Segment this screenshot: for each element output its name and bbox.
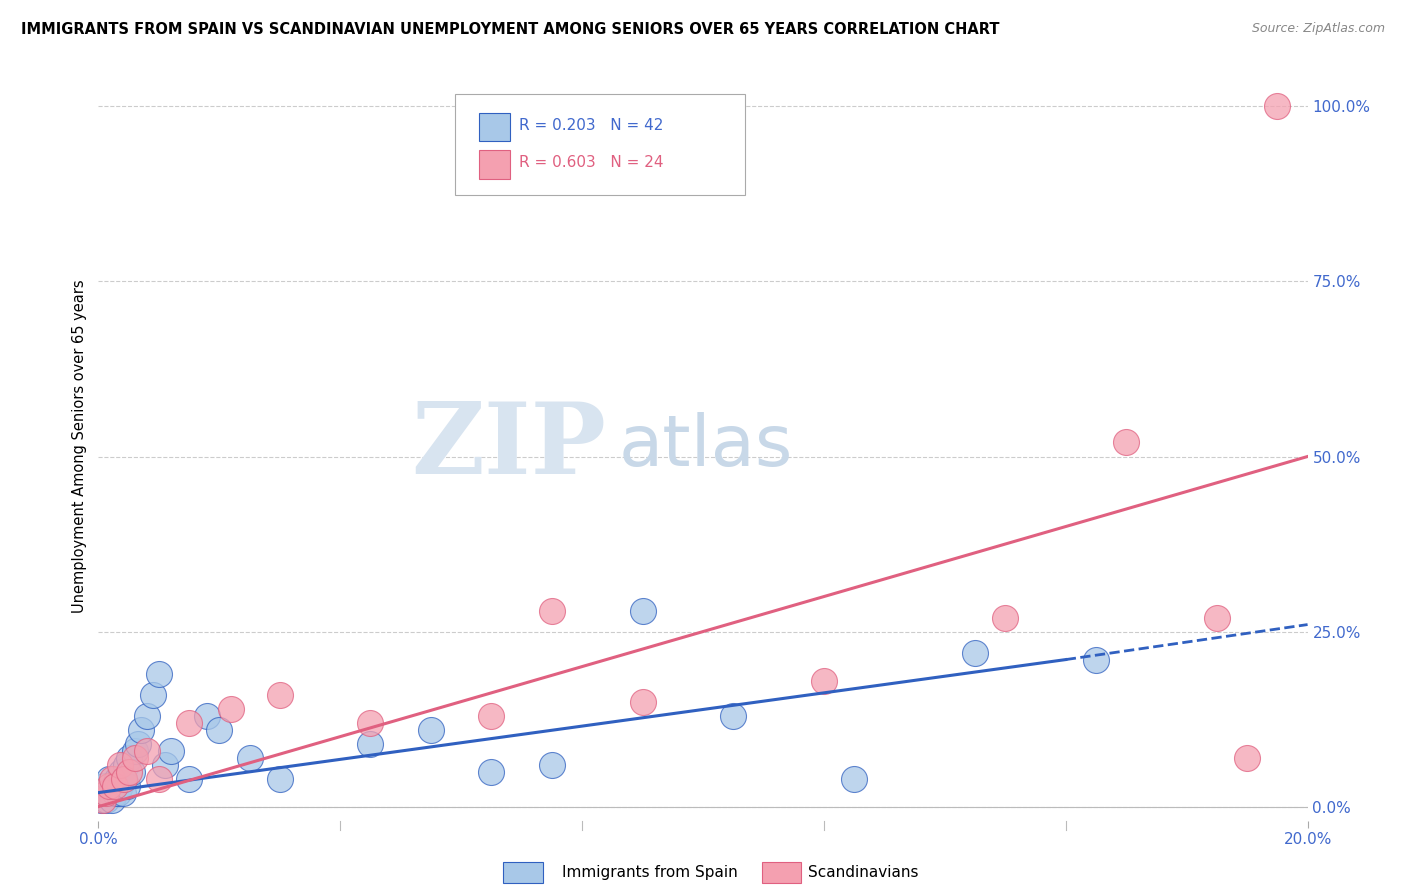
Point (360, 715, 382, 730)
Point (420, 723, 443, 737)
Point (723, 708, 745, 723)
Text: IMMIGRANTS FROM SPAIN VS SCANDINAVIAN UNEMPLOYMENT AMONG SENIORS OVER 65 YEARS C: IMMIGRANTS FROM SPAIN VS SCANDINAVIAN UN… (21, 22, 1000, 37)
Text: R = 0.603   N = 24: R = 0.603 N = 24 (519, 155, 664, 170)
Point (1085, 652, 1108, 666)
Point (208, 723, 231, 737)
Point (153, 757, 176, 772)
Point (112, 772, 135, 786)
Point (813, 673, 835, 688)
Text: R = 0.203   N = 42: R = 0.203 N = 42 (519, 118, 664, 133)
Point (239, 750, 262, 764)
Point (179, 772, 201, 786)
Point (844, 772, 866, 786)
FancyBboxPatch shape (479, 112, 509, 141)
Point (1267, 99, 1289, 113)
Point (100, 792, 122, 806)
Point (994, 610, 1017, 624)
Y-axis label: Unemployment Among Seniors over 65 years: Unemployment Among Seniors over 65 years (72, 279, 87, 613)
Point (481, 708, 503, 723)
Point (148, 666, 170, 681)
Point (91, 786, 114, 800)
Point (481, 764, 503, 779)
Point (108, 779, 131, 793)
Point (148, 772, 170, 786)
Text: atlas: atlas (619, 411, 793, 481)
Point (540, 757, 562, 772)
Point (104, 786, 127, 800)
Point (142, 688, 165, 702)
Point (93, 779, 115, 793)
Point (179, 715, 201, 730)
Point (105, 772, 128, 786)
Point (100, 786, 122, 800)
Point (195, 708, 218, 723)
Point (127, 737, 149, 751)
Point (104, 779, 127, 793)
Point (94, 786, 117, 800)
Point (129, 723, 152, 737)
Point (1236, 750, 1258, 764)
Point (118, 764, 141, 779)
Point (124, 743, 146, 757)
Point (631, 695, 654, 709)
Point (135, 708, 157, 723)
Point (90, 792, 112, 806)
Point (540, 603, 562, 617)
Point (631, 603, 654, 617)
Point (103, 779, 125, 793)
Point (96, 786, 118, 800)
Point (121, 764, 143, 779)
Text: Source: ZipAtlas.com: Source: ZipAtlas.com (1251, 22, 1385, 36)
Point (108, 757, 131, 772)
Point (269, 772, 291, 786)
Point (1115, 435, 1137, 450)
Point (117, 779, 139, 793)
FancyBboxPatch shape (456, 94, 745, 195)
Point (135, 743, 157, 757)
Point (94, 792, 117, 806)
Text: ZIP: ZIP (412, 398, 606, 494)
Point (221, 701, 243, 715)
Text: Scandinavians: Scandinavians (808, 865, 920, 880)
Point (110, 764, 132, 779)
Point (114, 757, 136, 772)
Text: Immigrants from Spain: Immigrants from Spain (562, 865, 738, 880)
Point (124, 750, 146, 764)
Point (112, 772, 135, 786)
Point (98, 779, 121, 793)
Point (269, 688, 291, 702)
Point (98, 772, 121, 786)
Point (107, 786, 129, 800)
Point (965, 646, 987, 660)
Point (118, 750, 141, 764)
Point (360, 737, 382, 751)
Point (1206, 610, 1229, 624)
Point (100, 772, 122, 786)
FancyBboxPatch shape (479, 150, 509, 178)
Point (111, 786, 134, 800)
Point (91, 792, 114, 806)
Point (160, 743, 183, 757)
